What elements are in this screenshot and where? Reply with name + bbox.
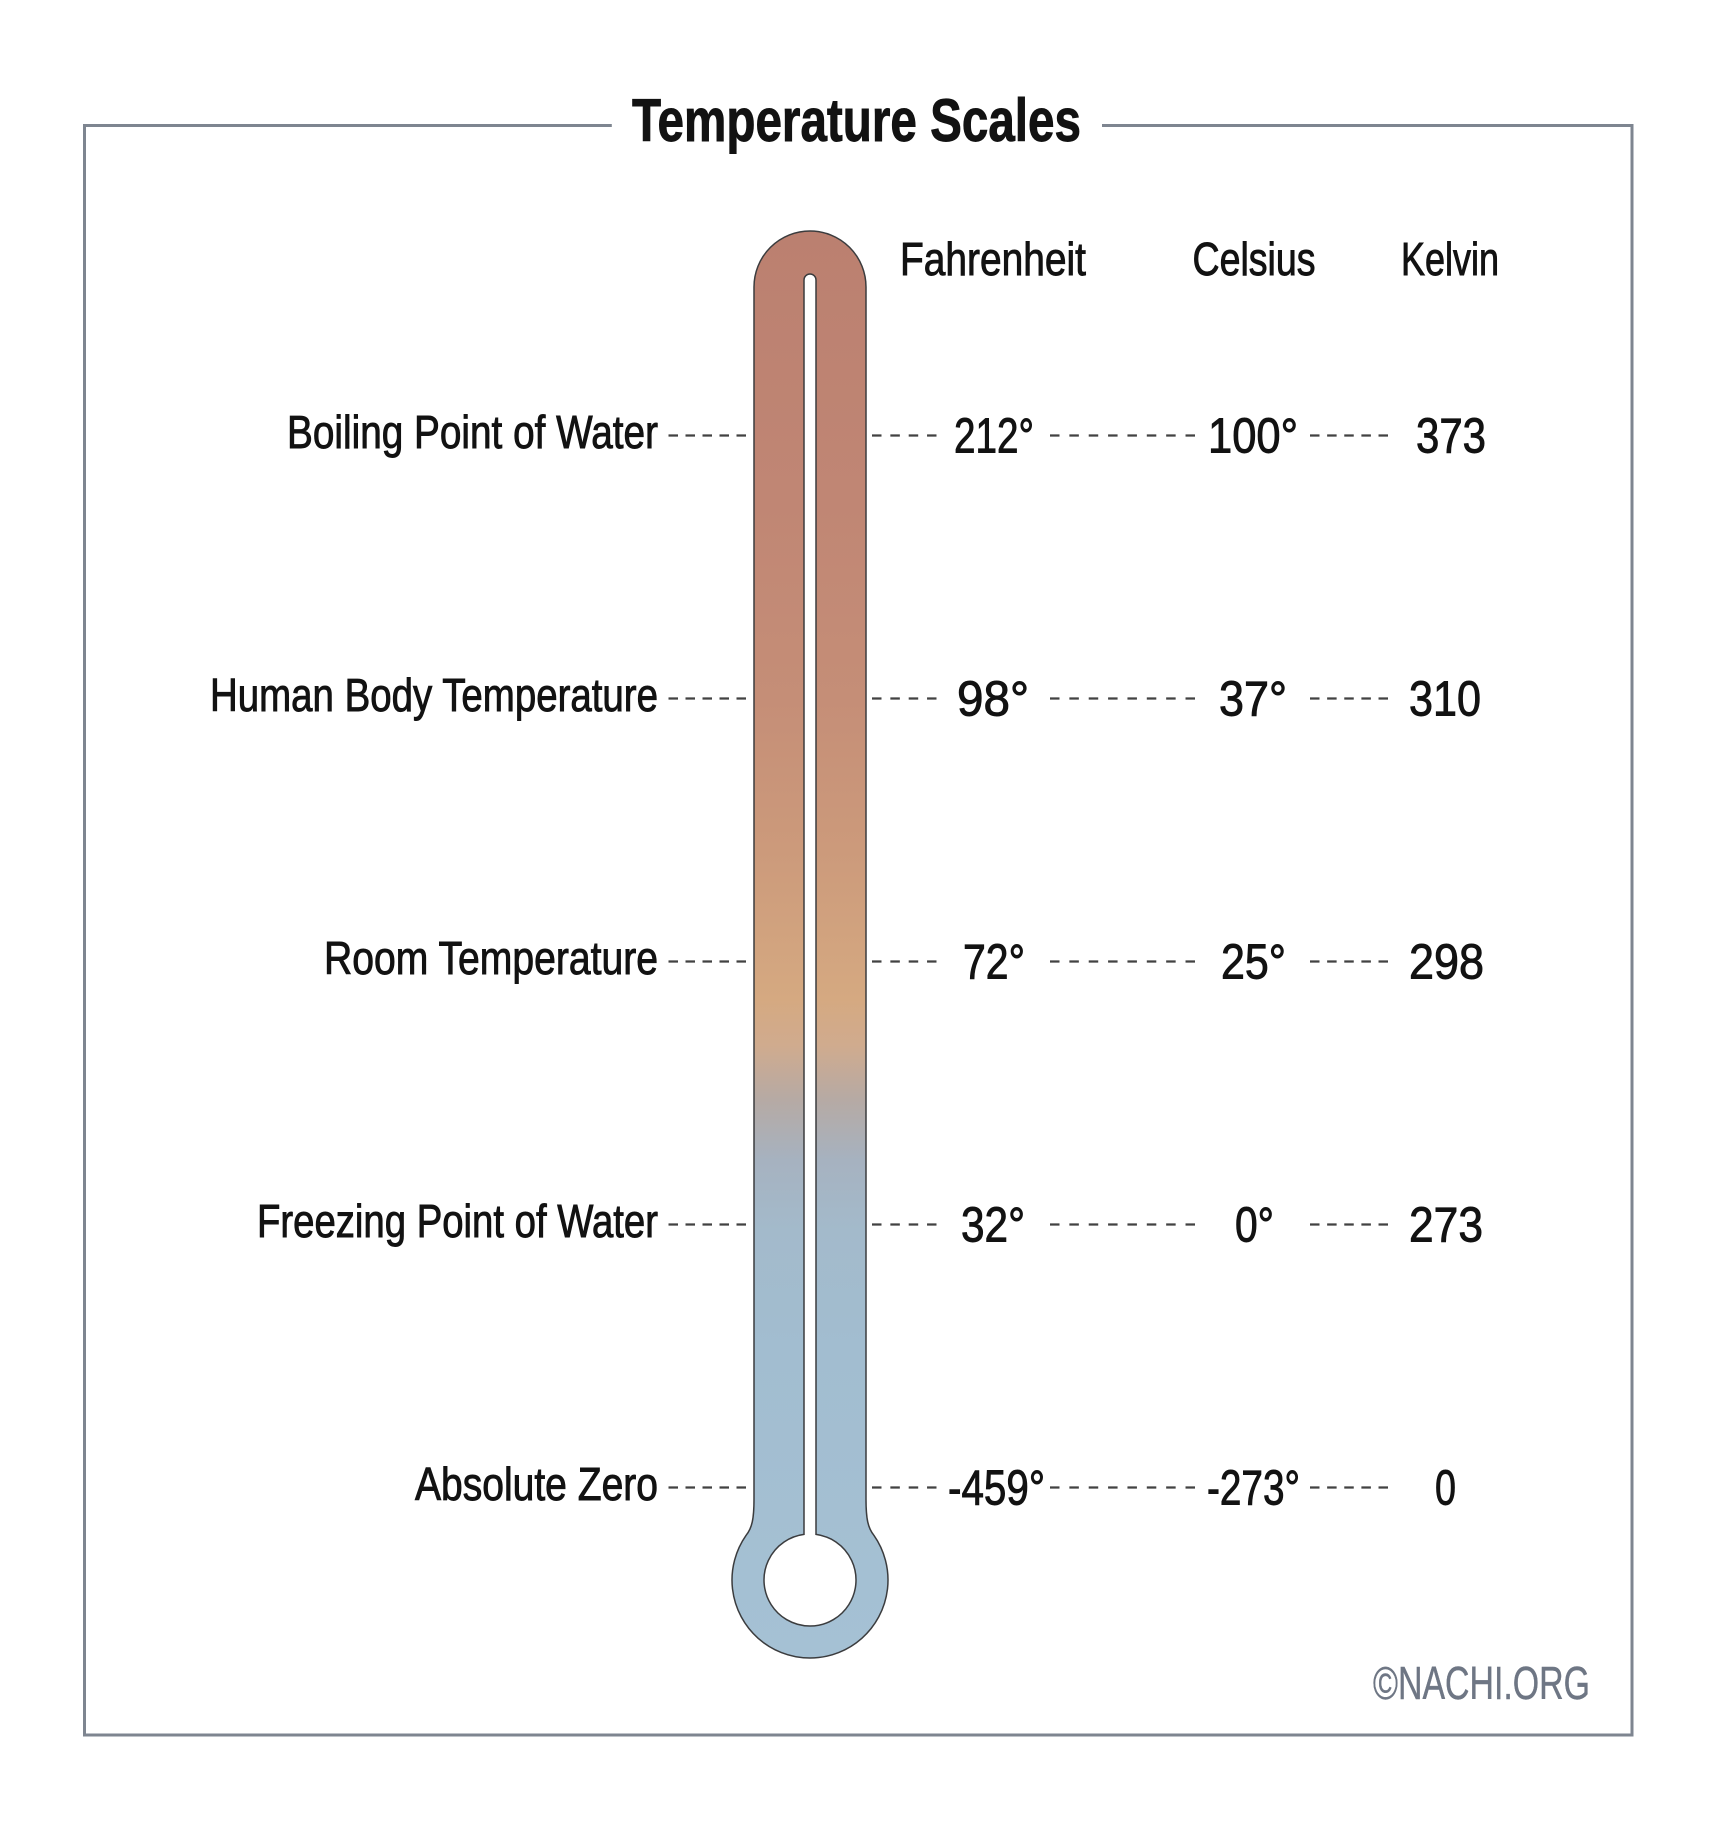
svg-text:-459°: -459° xyxy=(948,1462,1045,1516)
svg-text:0: 0 xyxy=(1435,1462,1456,1516)
svg-text:Human Body Temperature: Human Body Temperature xyxy=(210,669,658,721)
svg-text:212°: 212° xyxy=(954,410,1034,464)
svg-text:©NACHI.ORG: ©NACHI.ORG xyxy=(1373,1657,1590,1709)
svg-text:273: 273 xyxy=(1409,1199,1483,1253)
svg-text:32°: 32° xyxy=(961,1199,1025,1253)
svg-text:373: 373 xyxy=(1416,410,1486,464)
svg-text:Freezing Point of Water: Freezing Point of Water xyxy=(257,1195,658,1247)
svg-text:37°: 37° xyxy=(1219,673,1287,727)
svg-text:Celsius: Celsius xyxy=(1193,233,1316,285)
svg-text:100°: 100° xyxy=(1208,410,1298,464)
svg-text:25°: 25° xyxy=(1221,936,1286,990)
svg-text:0°: 0° xyxy=(1235,1199,1274,1253)
svg-text:Room Temperature: Room Temperature xyxy=(324,932,658,984)
svg-text:-273°: -273° xyxy=(1207,1462,1300,1516)
svg-text:Boiling Point of Water: Boiling Point of Water xyxy=(287,406,658,458)
svg-text:Fahrenheit: Fahrenheit xyxy=(900,233,1086,285)
svg-text:98°: 98° xyxy=(957,673,1029,727)
svg-text:310: 310 xyxy=(1409,673,1481,727)
svg-text:Kelvin: Kelvin xyxy=(1401,233,1499,285)
svg-text:298: 298 xyxy=(1409,936,1484,990)
svg-text:Absolute Zero: Absolute Zero xyxy=(415,1458,658,1510)
svg-text:Temperature Scales: Temperature Scales xyxy=(632,87,1081,154)
svg-text:72°: 72° xyxy=(963,936,1025,990)
